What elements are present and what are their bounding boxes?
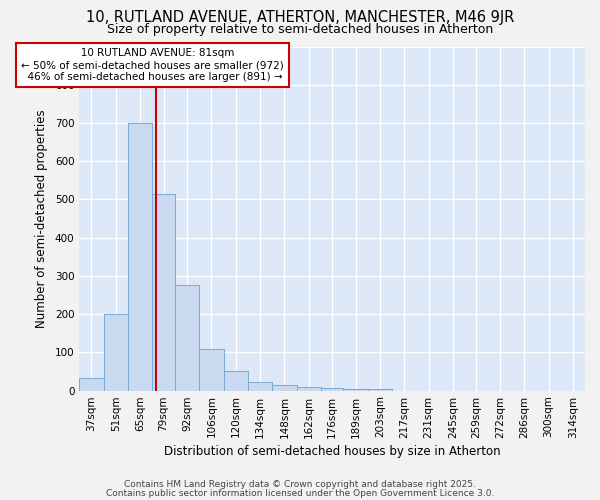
Bar: [199, 350, 224, 391]
Bar: [224, 372, 248, 390]
Y-axis label: Number of semi-detached properties: Number of semi-detached properties: [35, 109, 48, 328]
Text: Size of property relative to semi-detached houses in Atherton: Size of property relative to semi-detach…: [107, 22, 493, 36]
Bar: [104, 314, 128, 390]
Bar: [272, 385, 296, 390]
Text: Contains public sector information licensed under the Open Government Licence 3.: Contains public sector information licen…: [106, 488, 494, 498]
Text: 10, RUTLAND AVENUE, ATHERTON, MANCHESTER, M46 9JR: 10, RUTLAND AVENUE, ATHERTON, MANCHESTER…: [86, 10, 514, 25]
Bar: [175, 286, 199, 391]
Bar: [248, 382, 272, 390]
Bar: [296, 386, 321, 390]
Bar: [79, 378, 104, 390]
Bar: [321, 388, 343, 390]
Text: Contains HM Land Registry data © Crown copyright and database right 2025.: Contains HM Land Registry data © Crown c…: [124, 480, 476, 489]
Bar: [368, 388, 392, 390]
Bar: [343, 388, 368, 390]
Text: 10 RUTLAND AVENUE: 81sqm
← 50% of semi-detached houses are smaller (972)
  46% o: 10 RUTLAND AVENUE: 81sqm ← 50% of semi-d…: [21, 48, 284, 82]
Bar: [152, 194, 175, 390]
Bar: [128, 123, 152, 390]
X-axis label: Distribution of semi-detached houses by size in Atherton: Distribution of semi-detached houses by …: [164, 444, 500, 458]
